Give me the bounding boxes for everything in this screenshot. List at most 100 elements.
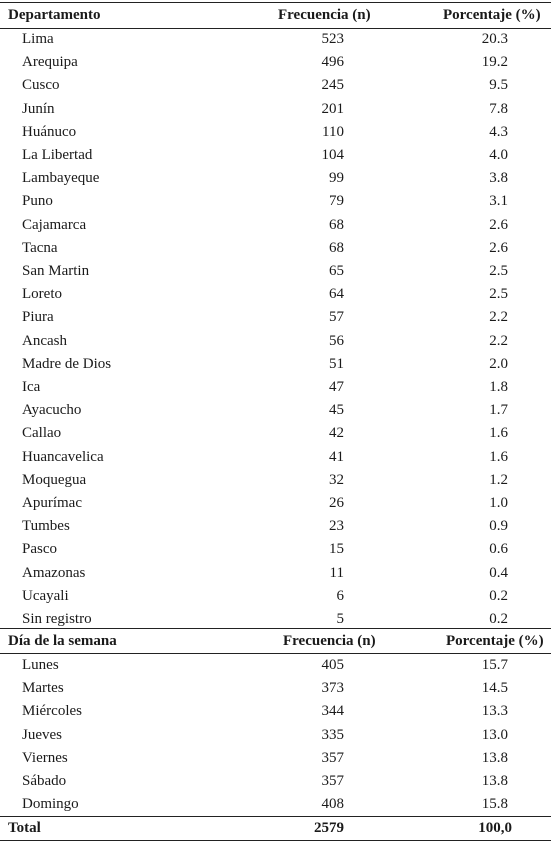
row-porcentaje: 0.2: [489, 611, 508, 627]
row-label: Domingo: [22, 796, 79, 813]
row-label: Loreto: [22, 286, 62, 303]
row-porcentaje: 3.1: [489, 193, 508, 210]
row-porcentaje: 14.5: [481, 680, 508, 697]
table-row: Cusco 245 9.5: [0, 74, 551, 97]
table-row: Apurímac 26 1.0: [0, 492, 551, 515]
row-label: Viernes: [22, 749, 68, 766]
row-porcentaje: 2.6: [489, 239, 508, 256]
row-label: Miércoles: [22, 703, 82, 720]
row-porcentaje: 3.8: [489, 170, 508, 187]
row-label: Jueves: [22, 726, 62, 743]
row-porcentaje: 0.2: [489, 587, 508, 604]
row-frecuencia: 110: [322, 123, 344, 140]
row-porcentaje: 1.6: [489, 448, 508, 465]
row-label: Martes: [22, 680, 64, 697]
row-porcentaje: 13.3: [481, 703, 508, 720]
table-row: Sábado 357 13.8: [0, 770, 551, 793]
row-label: Ancash: [22, 332, 67, 349]
row-frecuencia: 6: [336, 587, 345, 604]
row-frecuencia: 245: [321, 77, 345, 94]
row-label: Callao: [22, 425, 62, 442]
row-frecuencia: 405: [321, 657, 345, 673]
row-label: Pasco: [22, 541, 57, 558]
row-label: Apurímac: [22, 495, 82, 511]
table-row: Moquegua 32 1.2: [0, 469, 551, 492]
row-frecuencia: 5: [336, 611, 345, 627]
section-header-bottom-rule: [0, 653, 551, 654]
table-row: Lima 523 20.3: [0, 28, 551, 51]
table-row: Huánuco 110 4.3: [0, 121, 551, 144]
table-row: San Martin 65 2.5: [0, 260, 551, 283]
header-row-dia: Día de la semana Frecuencia (n) Porcenta…: [0, 629, 551, 653]
row-label: Amazonas: [22, 564, 86, 581]
table-row: Ica 47 1.8: [0, 376, 551, 399]
total-row: Total 2579 100,0: [0, 816, 551, 840]
row-frecuencia: 47: [329, 379, 344, 395]
table-row: Martes 373 14.5: [0, 677, 551, 700]
row-frecuencia: 15: [329, 541, 344, 558]
row-porcentaje: 1.6: [489, 425, 508, 442]
table-row: Tumbes 23 0.9: [0, 515, 551, 538]
row-frecuencia: 357: [321, 773, 345, 789]
table-top-rule: [0, 2, 551, 3]
row-frecuencia: 42: [329, 425, 344, 442]
row-porcentaje: 1.8: [489, 379, 508, 395]
header-row-departamento: Departamento Frecuencia (n) Porcentaje (…: [0, 3, 551, 27]
row-label: Ucayali: [22, 587, 69, 604]
row-frecuencia: 496: [321, 54, 345, 71]
table-row: Huancavelica 41 1.6: [0, 446, 551, 469]
row-porcentaje: 2.6: [489, 216, 508, 233]
table-row: Lunes 405 15.7: [0, 654, 551, 677]
row-porcentaje: 4.0: [489, 147, 508, 163]
row-label: Huancavelica: [22, 448, 104, 465]
row-frecuencia: 373: [321, 680, 345, 697]
table-row: Cajamarca 68 2.6: [0, 214, 551, 237]
row-label: Moquegua: [22, 471, 87, 488]
row-frecuencia: 11: [329, 564, 344, 581]
total-top-rule: [0, 816, 551, 817]
table-row: Ucayali 6 0.2: [0, 585, 551, 608]
row-label: Sin registro: [22, 611, 92, 627]
row-porcentaje: 9.5: [489, 77, 508, 94]
table-row: Callao 42 1.6: [0, 422, 551, 445]
row-label: La Libertad: [22, 147, 93, 163]
row-porcentaje: 2.0: [489, 355, 508, 372]
row-frecuencia: 26: [329, 495, 344, 511]
row-frecuencia: 23: [329, 518, 344, 535]
row-frecuencia: 79: [329, 193, 344, 210]
row-frecuencia: 65: [329, 263, 344, 279]
row-frecuencia: 57: [329, 309, 344, 326]
table-row: Loreto 64 2.5: [0, 283, 551, 306]
row-frecuencia: 357: [321, 749, 345, 766]
row-porcentaje: 2.2: [489, 332, 508, 349]
header-dia-frecuencia: Frecuencia (n): [283, 633, 376, 649]
table-row: Domingo 408 15.8: [0, 793, 551, 816]
row-porcentaje: 15.7: [481, 657, 508, 673]
table-row: Ayacucho 45 1.7: [0, 399, 551, 422]
table-row: Ancash 56 2.2: [0, 330, 551, 353]
row-frecuencia: 344: [321, 703, 345, 720]
table-row: Amazonas 11 0.4: [0, 562, 551, 585]
row-label: Cajamarca: [22, 216, 87, 233]
table-row: Puno 79 3.1: [0, 190, 551, 213]
header-dia-porcentaje: Porcentaje (%): [446, 633, 544, 649]
row-label: San Martin: [22, 263, 90, 279]
row-porcentaje: 0.4: [489, 564, 508, 581]
row-porcentaje: 2.2: [489, 309, 508, 326]
header-frecuencia: Frecuencia (n): [278, 7, 371, 23]
row-frecuencia: 408: [321, 796, 345, 813]
row-label: Sábado: [22, 773, 67, 789]
table-row: Jueves 335 13.0: [0, 724, 551, 747]
header-dia: Día de la semana: [8, 633, 117, 649]
row-label: Lunes: [22, 657, 59, 673]
row-porcentaje: 1.7: [489, 402, 508, 419]
row-porcentaje: 2.5: [489, 286, 508, 303]
row-porcentaje: 13.0: [481, 726, 508, 743]
row-label: Lima: [22, 31, 54, 47]
table-row: Sin registro 5 0.2: [0, 608, 551, 631]
row-porcentaje: 0.6: [489, 541, 508, 558]
table-row: Piura 57 2.2: [0, 306, 551, 329]
row-label: Ica: [22, 379, 41, 395]
row-label: Junín: [22, 100, 55, 117]
